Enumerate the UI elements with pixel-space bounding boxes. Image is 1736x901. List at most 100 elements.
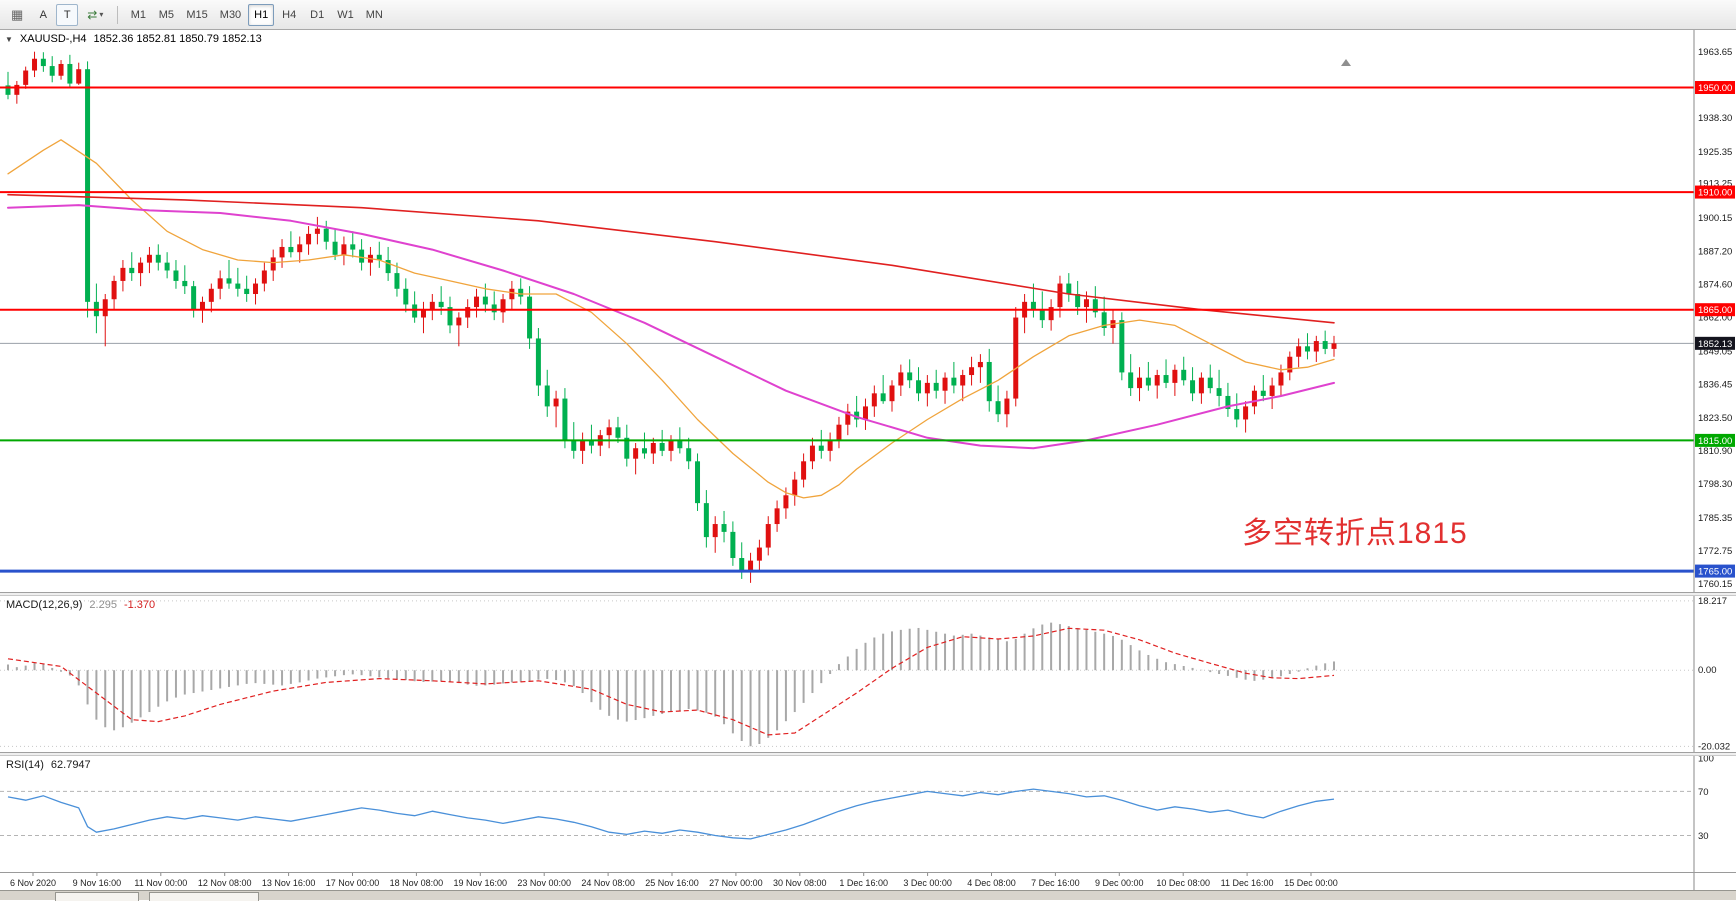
template-button[interactable]: ⇄ ▾ [80, 4, 110, 26]
ohlc-values: 1852.36 1852.81 1850.79 1852.13 [93, 33, 262, 45]
rsi-panel[interactable]: 100 70 30 RSI(14) 62.7947 [0, 756, 1736, 872]
svg-text:1815.00: 1815.00 [1698, 436, 1732, 447]
svg-text:-20.032: -20.032 [1698, 741, 1730, 752]
svg-text:18 Nov 08:00: 18 Nov 08:00 [390, 878, 444, 888]
timeframe-button-m1[interactable]: M1 [130, 8, 147, 21]
rsi-label: RSI(14) 62.7947 [6, 759, 91, 771]
timeframe-button-d1[interactable]: D1 [310, 8, 325, 21]
cycle-icon: ⇄ [87, 7, 98, 22]
svg-text:3 Dec 00:00: 3 Dec 00:00 [903, 878, 952, 888]
price-axis-labels: 1963.65 1938.30 1925.35 1913.25 1900.15 1887.… [1698, 47, 1732, 590]
svg-text:1760.15: 1760.15 [1698, 579, 1732, 590]
svg-text:1823.50: 1823.50 [1698, 413, 1732, 424]
svg-text:0.00: 0.00 [1698, 665, 1717, 676]
svg-text:9 Dec 00:00: 9 Dec 00:00 [1095, 878, 1144, 888]
svg-text:19 Nov 16:00: 19 Nov 16:00 [454, 878, 508, 888]
svg-text:1798.30: 1798.30 [1698, 479, 1732, 490]
macd-main-value: 2.295 [89, 599, 117, 611]
dropdown-caret-icon: ▾ [99, 10, 104, 19]
svg-text:1852.13: 1852.13 [1698, 339, 1732, 350]
svg-text:27 Nov 00:00: 27 Nov 00:00 [709, 878, 763, 888]
candlestick-chart[interactable]: 1963.65 1938.30 1925.35 1913.25 1900.15 1887.… [0, 30, 1736, 592]
svg-text:25 Nov 16:00: 25 Nov 16:00 [645, 878, 699, 888]
rsi-line [7, 788, 1335, 840]
svg-text:1785.35: 1785.35 [1698, 513, 1732, 524]
svg-text:9 Nov 16:00: 9 Nov 16:00 [73, 878, 122, 888]
svg-text:4 Dec 08:00: 4 Dec 08:00 [967, 878, 1016, 888]
svg-text:1925.35: 1925.35 [1698, 147, 1732, 158]
macd-label: MACD(12,26,9) 2.295 -1.370 [6, 599, 155, 611]
bottom-tab-bar [0, 890, 1736, 901]
time-axis-labels: 6 Nov 2020 9 Nov 16:00 11 Nov 00:00 12 Nov … [10, 873, 1695, 890]
timeframe-button-m15[interactable]: M15 [186, 8, 208, 21]
svg-text:100: 100 [1698, 756, 1714, 765]
bottom-tab[interactable] [149, 892, 259, 901]
macd-histogram [7, 622, 1335, 747]
ma-orange [7, 139, 1335, 499]
rsi-title: RSI(14) [6, 759, 44, 771]
macd-chart[interactable]: 18.217 0.00 -20.032 [0, 596, 1736, 752]
toolbar-separator [117, 5, 119, 24]
chart-header: ▼ XAUUSD-,H4 1852.36 1852.81 1850.79 185… [5, 33, 262, 45]
svg-text:15 Dec 00:00: 15 Dec 00:00 [1284, 878, 1338, 888]
svg-text:1765.00: 1765.00 [1698, 567, 1732, 578]
grid-icon: ▦ [11, 7, 24, 22]
svg-text:17 Nov 00:00: 17 Nov 00:00 [326, 878, 380, 888]
svg-text:1900.15: 1900.15 [1698, 213, 1732, 224]
panel-divider[interactable] [0, 752, 1736, 756]
grid-icon-button[interactable]: ▦ [4, 4, 30, 26]
svg-text:1910.00: 1910.00 [1698, 188, 1732, 199]
symbol-label: XAUUSD-,H4 [19, 33, 87, 45]
svg-text:1874.60: 1874.60 [1698, 280, 1732, 291]
svg-text:11 Nov 00:00: 11 Nov 00:00 [134, 878, 187, 888]
macd-title: MACD(12,26,9) [6, 599, 83, 611]
svg-text:1 Dec 16:00: 1 Dec 16:00 [839, 878, 888, 888]
svg-text:18.217: 18.217 [1698, 596, 1727, 607]
chart-shift-marker [1341, 59, 1351, 66]
svg-text:1963.65: 1963.65 [1698, 47, 1732, 58]
ma-red [7, 193, 1335, 324]
main-chart-panel[interactable]: 1963.65 1938.30 1925.35 1913.25 1900.15 1887.… [0, 30, 1736, 592]
svg-text:1950.00: 1950.00 [1698, 83, 1732, 94]
candles [5, 51, 1337, 583]
svg-text:1836.45: 1836.45 [1698, 379, 1732, 390]
text-a-button[interactable]: A [39, 8, 47, 21]
svg-text:1862.00: 1862.00 [1698, 313, 1732, 324]
panel-divider[interactable] [0, 592, 1736, 596]
timeframe-button-m30[interactable]: M30 [219, 8, 242, 21]
svg-text:1772.75: 1772.75 [1698, 546, 1732, 557]
timeframe-button-h1[interactable]: H1 [248, 3, 275, 26]
svg-text:6 Nov 2020: 6 Nov 2020 [10, 878, 56, 888]
svg-text:30 Nov 08:00: 30 Nov 08:00 [773, 878, 827, 888]
rsi-value: 62.7947 [50, 759, 91, 771]
svg-text:24 Nov 08:00: 24 Nov 08:00 [581, 878, 635, 888]
svg-text:1938.30: 1938.30 [1698, 113, 1732, 124]
svg-text:13 Nov 16:00: 13 Nov 16:00 [262, 878, 316, 888]
timeframe-button-h4[interactable]: H4 [282, 8, 297, 21]
bottom-tab[interactable] [55, 892, 139, 901]
timeframe-group: M1 M5 M15 M30 H1 H4 D1 W1 MN [125, 3, 387, 26]
svg-text:70: 70 [1698, 787, 1709, 798]
macd-signal-line [7, 627, 1335, 736]
svg-text:1887.20: 1887.20 [1698, 247, 1732, 258]
svg-text:30: 30 [1698, 831, 1709, 842]
timeframe-button-mn[interactable]: MN [365, 8, 383, 21]
svg-text:7 Dec 16:00: 7 Dec 16:00 [1031, 878, 1080, 888]
svg-text:23 Nov 00:00: 23 Nov 00:00 [517, 878, 571, 888]
svg-text:1810.90: 1810.90 [1698, 446, 1732, 457]
svg-text:11 Dec 16:00: 11 Dec 16:00 [1221, 878, 1274, 888]
svg-text:1865.00: 1865.00 [1698, 305, 1732, 316]
macd-signal-value: -1.370 [123, 599, 156, 611]
svg-text:1913.25: 1913.25 [1698, 179, 1732, 190]
chart-annotation: 多空转折点1815 [1242, 517, 1468, 550]
rsi-chart[interactable]: 100 70 30 [0, 756, 1736, 872]
svg-text:1849.05: 1849.05 [1698, 346, 1732, 357]
svg-text:10 Dec 08:00: 10 Dec 08:00 [1156, 878, 1210, 888]
symbol-dropdown-icon[interactable]: ▼ [5, 34, 13, 44]
time-axis: 6 Nov 2020 9 Nov 16:00 11 Nov 00:00 12 Nov … [0, 872, 1736, 890]
timeframe-button-m5[interactable]: M5 [158, 8, 175, 21]
macd-panel[interactable]: 18.217 0.00 -20.032 MACD(12,26,9) 2.295 -1… [0, 596, 1736, 752]
timeframe-button-w1[interactable]: W1 [337, 8, 354, 21]
top-toolbar: ▦ A T ⇄ ▾ M1 M5 M15 M30 H1 H4 D1 W1 MN [0, 0, 1736, 30]
text-t-button[interactable]: T [56, 3, 79, 26]
